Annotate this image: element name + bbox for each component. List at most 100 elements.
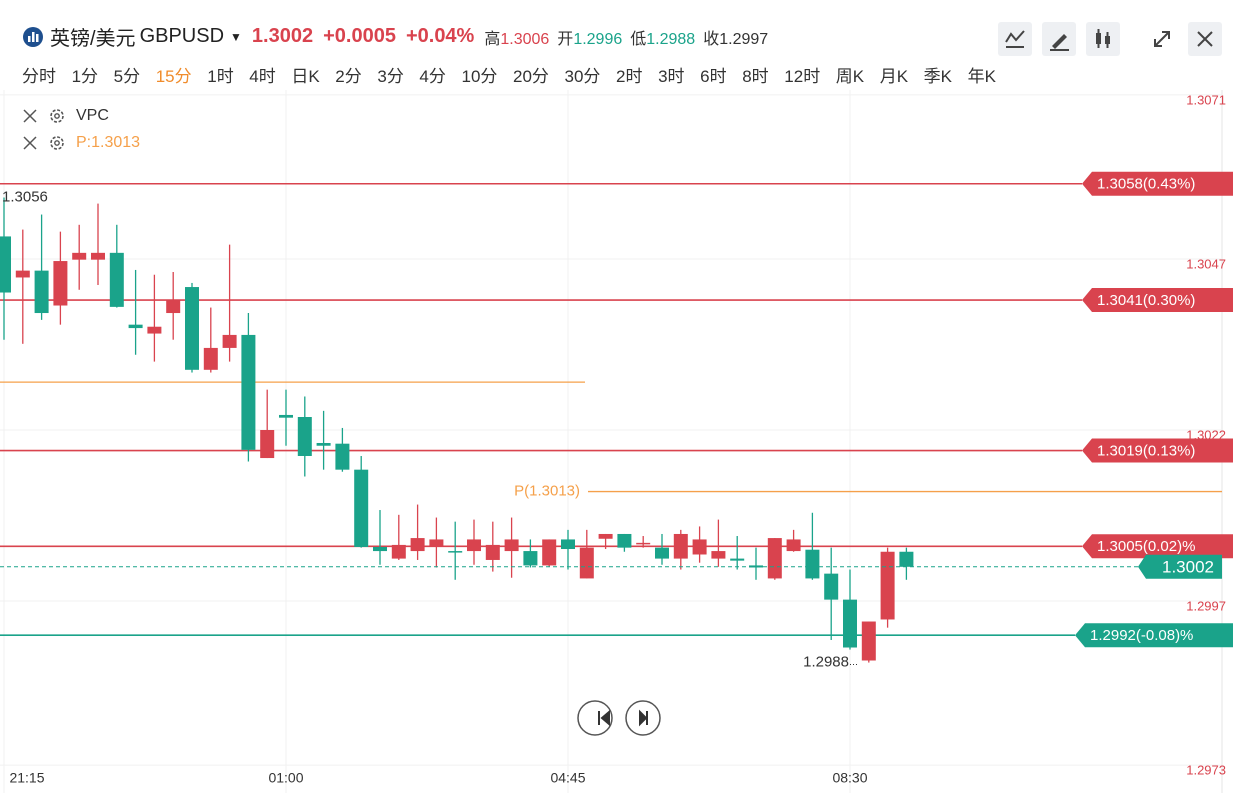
next-button[interactable] [625,700,661,736]
code[interactable]: GBPUSD [139,25,225,47]
stat-value: 1.3006 [500,30,550,48]
candle-body [373,546,387,552]
candle-body [504,539,519,552]
candle-body [410,538,425,552]
timeframe-tab[interactable]: 4时 [249,67,276,86]
timeframe-tab[interactable]: 3分 [377,67,404,86]
candle-body [354,469,369,547]
prev-button[interactable] [577,700,613,736]
indicator-label: P:1.3013 [76,133,141,151]
candle-body [166,300,181,314]
timeframe-tab[interactable]: 10分 [461,67,498,86]
pivot-label: P(1.3013) [514,483,580,500]
indicator-row: P:1.3013 [22,129,140,156]
timeframe-tab[interactable]: 8时 [742,67,769,86]
stat-value: 1.2988 [646,30,696,48]
stat-label: 收 [703,30,720,48]
candle-body [448,551,463,553]
indicator-label: VPC [76,106,109,124]
candle-body [485,544,500,560]
stat: 收1.2997 [703,25,768,49]
timeframe-tabs: 分时 1分 5分 15分 1时 4时 日K 2分 3分 4分 10分 20分 30分 2时 3时 6时 8时 12… [22,62,996,87]
stats: 高1.3006 开1.2996 低1.2988 收1.2997 [484,25,768,49]
candle-body [899,551,914,567]
candle-body [203,347,218,370]
candle-body [185,287,199,370]
x-tick-label: 08:30 [832,770,867,786]
last-price-tag [1138,554,1222,579]
remove-icon[interactable] [22,135,38,151]
timeframe-tab[interactable]: 年K [967,67,996,86]
candle-body [673,533,688,559]
dropdown[interactable]: ▼ [230,29,242,44]
x-tick-label: 01:00 [268,770,303,786]
timeframe-tab[interactable]: 12时 [784,67,821,86]
timeframe-tab[interactable]: 4分 [419,67,446,86]
level-tag [1075,623,1233,648]
price: 1.3002 [251,25,314,47]
candle-body [429,539,444,547]
candle-body [880,551,895,620]
timeframe-tab[interactable]: 分时 [22,67,56,86]
high-marker: 1.3056 [2,188,48,205]
candle-body [843,599,857,648]
stat: 低1.2988 [630,25,695,49]
candle-body [0,236,11,293]
y-tick-label: 1.3071 [1186,92,1226,107]
tool-line[interactable] [998,22,1032,56]
timeframe-tab[interactable]: 15分 [155,67,192,86]
timeframe-tab[interactable]: 5分 [113,67,141,86]
timeframe-tab[interactable]: 周K [835,67,865,86]
level-tag [1082,288,1233,313]
stat-label: 开 [557,30,574,48]
settings-icon[interactable] [48,134,66,152]
timeframe-tab[interactable]: 3时 [658,67,685,86]
candle-body [711,551,726,559]
timeframe-tab[interactable]: 季K [923,67,953,86]
logo [23,26,43,47]
candle-body [655,547,669,559]
timeframe-tab[interactable]: 1分 [71,67,99,86]
timeframe-tab[interactable]: 月K [879,67,909,86]
candle-body [15,270,30,278]
candle-body [297,417,312,456]
level-label: 1.3019(0.13%) [1097,442,1195,459]
candle-body [692,539,707,555]
tool-candle[interactable] [1086,22,1120,56]
tool-draw[interactable] [1042,22,1076,56]
stat: 高1.3006 [484,25,549,49]
timeframe-tab[interactable]: 1时 [207,67,234,86]
candle-body [147,326,162,334]
candle-body [53,261,68,306]
x-tick-label: 04:45 [550,770,585,786]
candle-body [730,558,745,561]
candle-body [636,542,651,545]
candle-body [222,334,237,348]
candle-body [34,270,49,314]
timeframe-tab[interactable]: 2时 [616,67,643,86]
candle-body [91,252,105,260]
candle-body [767,538,782,579]
settings-icon[interactable] [48,107,66,125]
candle-body [861,621,876,661]
change: +0.0005 [323,25,396,47]
timeframe-tab[interactable]: 30分 [564,67,601,86]
timeframe-tab[interactable]: 2分 [335,67,362,86]
timeframe-tab[interactable]: 20分 [513,67,549,86]
stat-value: 1.2996 [573,30,623,48]
candle-body [805,549,820,579]
timeframe-tab[interactable]: 日K [291,67,320,86]
tool-close[interactable] [1188,22,1222,56]
stat-label: 高 [484,30,501,48]
candle-body [523,551,538,566]
timeframe-tab[interactable]: 6时 [700,67,727,86]
candle-body [467,539,481,552]
candle-body [824,573,839,600]
tool-expand[interactable] [1145,22,1179,56]
low-marker: 1.2988 [803,654,849,671]
remove-icon[interactable] [22,108,38,124]
stat-label: 低 [630,30,647,48]
header: 英镑/美元 GBPUSD ▼ 1.3002 +0.0005 +0.04% 高1.… [22,22,768,51]
button-icon [598,709,610,727]
